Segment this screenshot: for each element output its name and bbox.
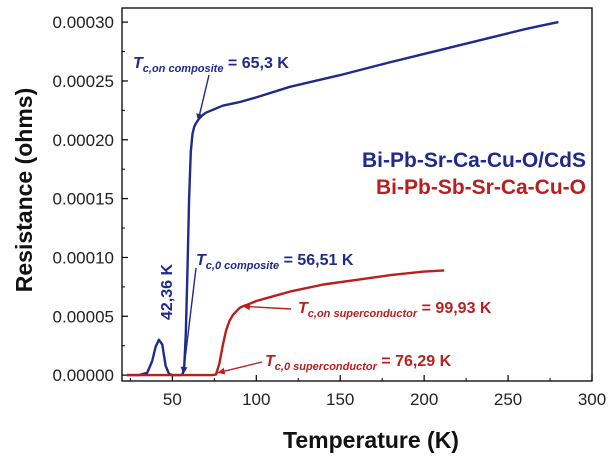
y-tick-label: 0.00020: [53, 131, 114, 150]
annotation-tc0-composite: Tc,0 composite = 56,51 K: [196, 252, 354, 272]
arrow-tc-on-composite-head: [196, 113, 204, 121]
y-tick-label: 0.00025: [53, 72, 114, 91]
y-tick-label: 0.00000: [53, 366, 114, 385]
legend-entry-superconductor: Bi-Pb-Sb-Sr-Ca-Cu-O: [376, 176, 586, 199]
plot-border: [121, 7, 593, 382]
annotation-symbol: T: [133, 55, 144, 72]
annotation-peak: 42,36 K: [159, 264, 176, 320]
x-tick-label: 200: [410, 390, 438, 409]
annotation-tc0-superconductor: Tc,0 superconductor = 76,29 K: [265, 353, 452, 373]
arrow-tc0-superconductor-head: [217, 367, 226, 375]
annotation-subscript: c,0 superconductor: [275, 361, 378, 373]
series-line-composite: [127, 20, 559, 377]
y-axis-ticks: 0.00000 0.00005 0.00010 0.00015 0.00020 0.000…: [53, 13, 128, 385]
annotation-subscript: c,on superconductor: [308, 308, 418, 320]
y-tick-label: 0.00030: [53, 13, 114, 32]
x-axis-title: Temperature (K): [283, 427, 459, 453]
arrow-tc-on-composite-shaft: [197, 74, 210, 122]
annotation-subscript: c,on composite: [143, 63, 224, 75]
plot-frame: [121, 7, 593, 382]
x-tick-label: 150: [326, 390, 354, 409]
annotation-value: = 56,51 K: [279, 252, 354, 269]
annotation-tc-on-superconductor: Tc,on superconductor = 99,93 K: [298, 300, 492, 320]
arrow-tc0-superconductor-shaft: [217, 361, 263, 374]
arrow-tc0-composite-shaft: [182, 267, 197, 375]
series-line-superconductor: [127, 269, 445, 377]
y-tick-label: 0.00010: [53, 248, 114, 267]
y-tick-label: 0.00015: [53, 190, 114, 209]
annotation-symbol: T: [265, 353, 276, 370]
x-tick-label: 100: [242, 390, 270, 409]
y-axis-title: Resistance (ohms): [11, 88, 37, 293]
y-tick-label: 0.00005: [53, 307, 114, 326]
annotation-subscript: c,0 composite: [206, 260, 279, 272]
annotation-value: = 65,3 K: [223, 55, 289, 72]
arrow-tc-on-superconductor-head: [242, 303, 250, 311]
arrow-tc0-composite-head: [180, 366, 188, 374]
annotation-tc-on-composite: Tc,on composite = 65,3 K: [133, 55, 289, 75]
annotation-value: = 76,29 K: [377, 353, 452, 370]
series-layer: [127, 20, 559, 377]
x-tick-label: 50: [163, 390, 182, 409]
x-tick-label: 300: [578, 390, 606, 409]
legend-entry-composite: Bi-Pb-Sr-Ca-Cu-O/CdS: [362, 149, 586, 172]
arrow-tc-on-superconductor-shaft: [242, 305, 292, 310]
annotation-symbol: T: [298, 300, 309, 317]
annotation-value: = 99,93 K: [417, 300, 492, 317]
annotation-arrows: [180, 74, 292, 375]
x-tick-label: 250: [494, 390, 522, 409]
x-axis-ticks: 50 100 150 200 250 300: [129, 375, 606, 409]
annotation-symbol: T: [196, 252, 207, 269]
